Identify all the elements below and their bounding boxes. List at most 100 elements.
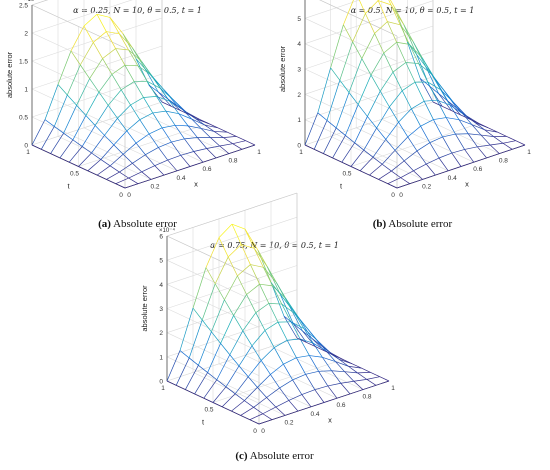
x-tick-label: 0 — [399, 192, 403, 199]
mesh-line — [343, 0, 354, 25]
mesh-line — [205, 267, 216, 284]
mesh-line — [372, 156, 383, 165]
mesh-line — [327, 382, 341, 387]
caption-tag-c: (c) — [235, 450, 248, 462]
mesh-line — [314, 148, 324, 154]
mesh-line — [398, 121, 409, 138]
mesh-line — [378, 0, 392, 6]
y-tick-label: 1 — [161, 385, 165, 392]
x-tick-label: 0.8 — [499, 158, 508, 165]
mesh-line — [242, 312, 257, 332]
mesh-line — [419, 78, 430, 87]
mesh-line — [407, 41, 421, 79]
mesh-line — [167, 159, 178, 172]
mesh-line — [100, 159, 111, 167]
mesh-line — [515, 140, 526, 146]
mesh-line — [314, 385, 328, 390]
mesh-line — [304, 144, 315, 150]
mesh-line — [120, 89, 131, 106]
mesh-line — [361, 367, 371, 373]
mesh-line — [234, 393, 245, 401]
grid-line — [166, 216, 298, 261]
mesh-line — [115, 177, 129, 185]
mesh-line — [421, 57, 432, 75]
mesh-line — [126, 119, 141, 132]
mesh-line — [460, 161, 474, 167]
mesh-line — [180, 151, 194, 156]
mesh-line — [273, 347, 284, 365]
z-multiplier: ×10⁻³ — [24, 0, 39, 3]
mesh-line — [284, 410, 299, 416]
z-tick-label: 2 — [24, 31, 28, 38]
mesh-line — [383, 52, 394, 73]
mesh-line — [192, 307, 203, 321]
mesh-line — [198, 365, 208, 373]
mesh-line — [225, 365, 240, 388]
mesh-line — [207, 372, 218, 381]
mesh-line — [59, 139, 74, 159]
mesh-line — [313, 120, 328, 150]
mesh-line — [100, 144, 115, 160]
mesh-line — [137, 179, 152, 185]
mesh-line — [166, 380, 177, 386]
mesh-line — [416, 54, 427, 67]
mesh-line — [111, 64, 126, 75]
chart-panel-a: α = 0.25, N = 10, θ = 0.5, t = 1 0 0.2 0.4… — [0, 0, 275, 235]
mesh-line — [343, 24, 353, 42]
mesh-line — [353, 380, 364, 390]
mesh-line — [389, 0, 395, 8]
mesh-line — [455, 133, 465, 150]
mesh-line — [234, 376, 249, 395]
mesh-line — [301, 394, 312, 408]
mesh-line — [231, 400, 245, 412]
mesh-line — [270, 374, 280, 389]
z-tick-label: 0 — [297, 143, 301, 150]
mesh-line — [41, 148, 51, 154]
grid-line — [304, 51, 434, 95]
mesh-line — [122, 33, 133, 48]
x-tick-label: 0.4 — [310, 411, 319, 418]
mesh-line — [135, 133, 150, 144]
mesh-line — [156, 96, 167, 112]
mesh-line — [240, 407, 254, 416]
mesh-line — [79, 42, 94, 66]
mesh-line — [339, 80, 350, 93]
mesh-line — [121, 81, 135, 91]
mesh-line — [257, 250, 268, 267]
mesh-line — [469, 118, 480, 124]
mesh-line — [240, 415, 250, 421]
mesh-line — [506, 136, 516, 142]
mesh-line — [98, 91, 109, 106]
mesh-line — [109, 165, 120, 173]
mesh-line — [260, 347, 275, 361]
mesh-line — [296, 355, 310, 359]
mesh-line — [497, 131, 507, 137]
z-tick-label: 1 — [297, 117, 301, 124]
mesh-line — [156, 96, 170, 102]
mesh-line — [438, 93, 452, 111]
mesh-line — [352, 363, 362, 369]
mesh-line — [194, 372, 208, 395]
caption-c: (c) Absolute error — [137, 450, 412, 462]
mesh-line — [290, 321, 301, 340]
mesh-line — [31, 144, 42, 150]
mesh-line — [185, 389, 195, 395]
mesh-line — [244, 387, 258, 401]
mesh-line — [279, 387, 290, 401]
mesh-line — [464, 146, 478, 150]
mesh-line — [405, 62, 419, 64]
chart-panel-b: α = 0.5, N = 10, θ = 0.5, t = 1 0 0.2 0.4 0… — [275, 0, 550, 235]
mesh-line — [403, 150, 418, 162]
mesh-line — [292, 373, 306, 381]
mesh-line — [322, 357, 332, 371]
surface-plot-a: 00.20.40.60.8100.5100.511.522.5×10⁻³xtab… — [5, 0, 261, 199]
mesh-line — [113, 130, 128, 146]
mesh-line — [338, 359, 349, 367]
x-tick-label: 1 — [257, 149, 261, 156]
mesh-line — [107, 105, 118, 119]
mesh-line — [447, 100, 458, 109]
mesh-line — [323, 153, 333, 159]
mesh-line — [438, 93, 449, 102]
mesh-line — [216, 379, 227, 388]
mesh-line — [398, 108, 412, 123]
